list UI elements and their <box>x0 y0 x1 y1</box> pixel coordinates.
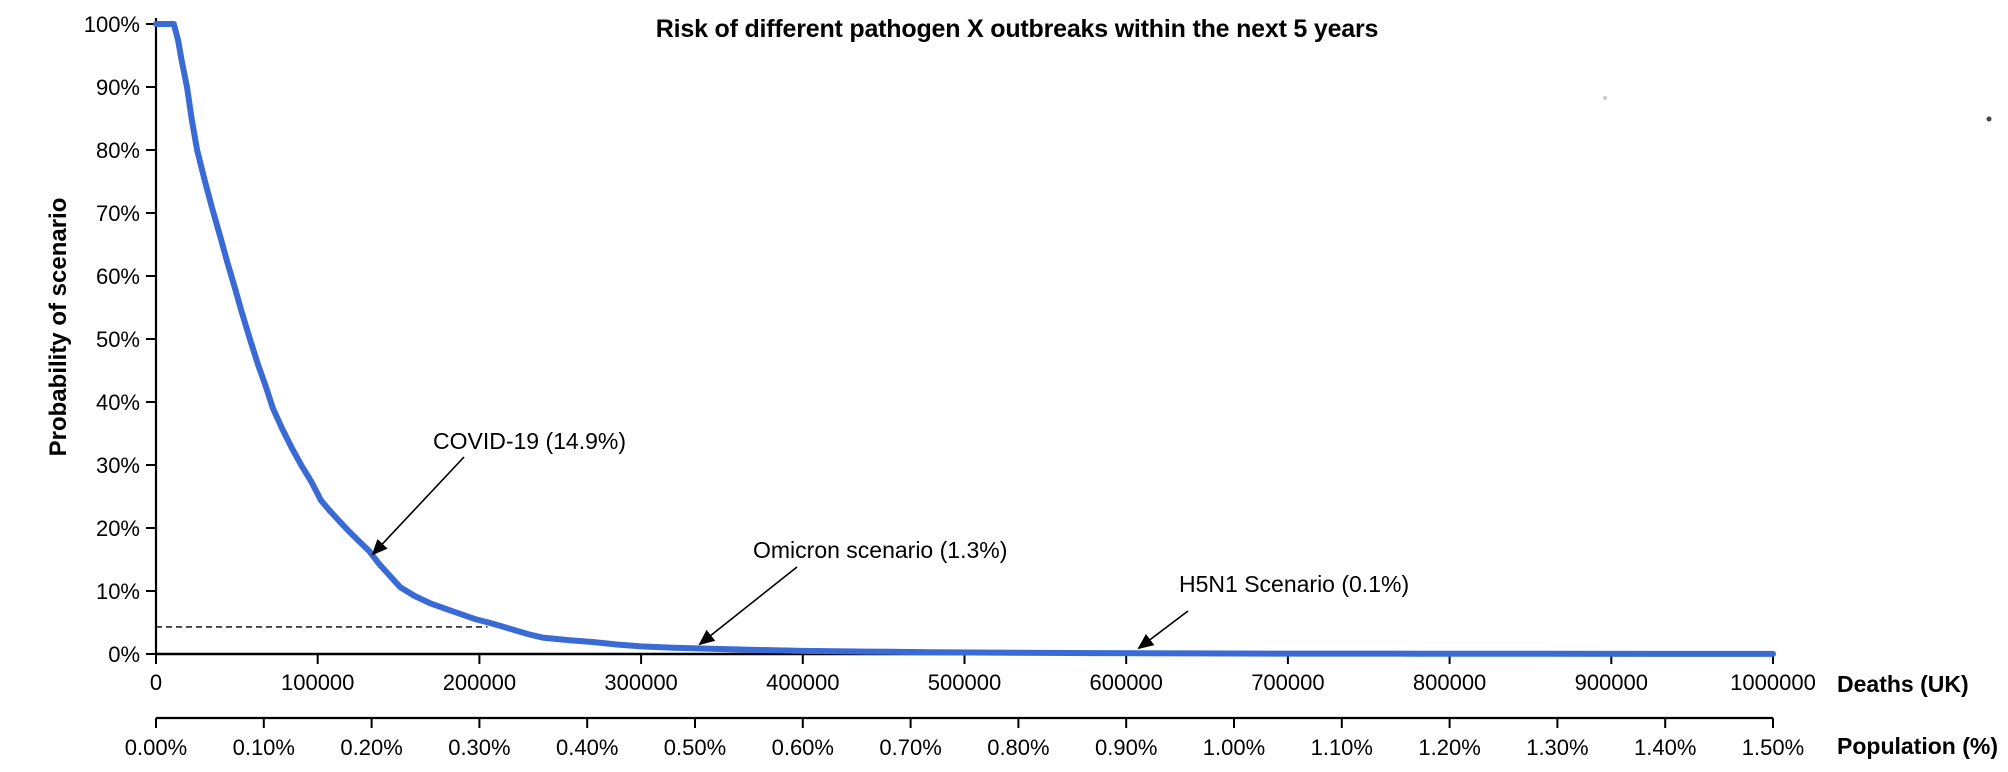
y-tick-label: 70% <box>96 201 140 226</box>
population-tick-label: 1.50% <box>1742 735 1804 760</box>
population-tick-label: 1.30% <box>1526 735 1588 760</box>
deaths-axis-title: Deaths (UK) <box>1837 671 1969 697</box>
y-tick-label: 100% <box>84 12 140 37</box>
deaths-tick-label: 800000 <box>1413 670 1486 695</box>
deaths-tick-label: 500000 <box>928 670 1001 695</box>
y-tick-label: 50% <box>96 327 140 352</box>
y-tick-label: 0% <box>108 642 140 667</box>
y-tick-label: 60% <box>96 264 140 289</box>
deaths-tick-label: 100000 <box>281 670 354 695</box>
population-tick-label: 1.10% <box>1311 735 1373 760</box>
y-tick-label: 30% <box>96 453 140 478</box>
annotation-omicron: Omicron scenario (1.3%) <box>753 537 1007 563</box>
population-tick-label: 0.40% <box>556 735 618 760</box>
population-tick-label: 0.60% <box>772 735 834 760</box>
y-axis-title: Probability of scenario <box>45 198 72 457</box>
deaths-tick-label: 700000 <box>1251 670 1324 695</box>
deaths-tick-label: 300000 <box>604 670 677 695</box>
deaths-tick-label: 400000 <box>766 670 839 695</box>
deaths-tick-label: 600000 <box>1089 670 1162 695</box>
risk-curve <box>153 21 1776 657</box>
annotation-h5n1: H5N1 Scenario (0.1%) <box>1179 571 1409 597</box>
artifact-dot <box>1986 116 1992 122</box>
population-tick-label: 1.20% <box>1418 735 1480 760</box>
population-axis-title: Population (%) <box>1837 733 1998 759</box>
y-tick-label: 90% <box>96 75 140 100</box>
population-tick-label: 0.80% <box>987 735 1049 760</box>
annotation-arrow <box>1137 610 1189 650</box>
population-tick-label: 1.40% <box>1634 735 1696 760</box>
annotation-covid19: COVID-19 (14.9%) <box>433 428 626 454</box>
y-tick-label: 10% <box>96 579 140 604</box>
population-tick-label: 0.10% <box>233 735 295 760</box>
deaths-tick-label: 900000 <box>1575 670 1648 695</box>
generated-chart-layer: 0% 10% 20% 30% 40% 50% 60% 70% 80% 90% 100% 0 100000… <box>84 12 1992 760</box>
deaths-tick-label: 200000 <box>443 670 516 695</box>
annotation-arrow <box>698 566 798 646</box>
deaths-tick-label: 0 <box>150 670 162 695</box>
annotation-arrow <box>371 456 465 556</box>
population-tick-label: 0.50% <box>664 735 726 760</box>
chart-title: Risk of different pathogen X outbreaks w… <box>656 15 1378 43</box>
population-tick-label: 0.20% <box>340 735 402 760</box>
population-tick-label: 0.00% <box>125 735 187 760</box>
population-tick-label: 1.00% <box>1203 735 1265 760</box>
artifact-dot <box>1603 96 1607 100</box>
y-tick-label: 40% <box>96 390 140 415</box>
population-tick-label: 0.70% <box>879 735 941 760</box>
population-tick-label: 0.90% <box>1095 735 1157 760</box>
deaths-tick-label: 1000000 <box>1730 670 1816 695</box>
y-tick-label: 20% <box>96 516 140 541</box>
population-tick-label: 0.30% <box>448 735 510 760</box>
y-tick-label: 80% <box>96 138 140 163</box>
